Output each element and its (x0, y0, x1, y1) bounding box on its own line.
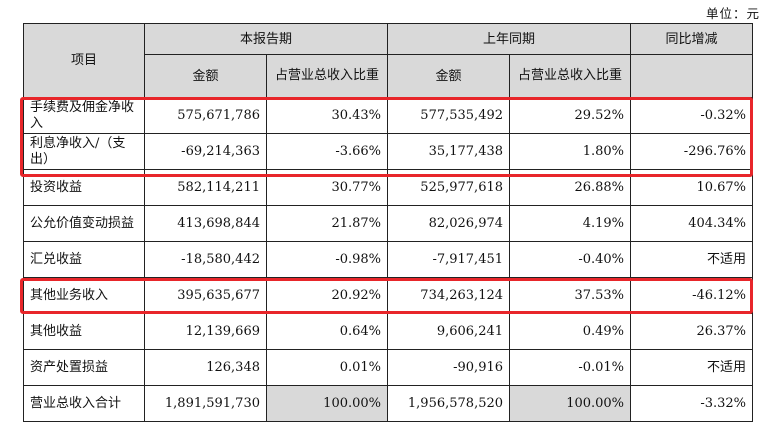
pri-amount: 35,177,438 (387, 133, 511, 170)
table-row: 利息净收入/（支出） -69,214,363 -3.66% 35,177,438… (23, 133, 754, 170)
row-name: 利息净收入/（支出） (23, 133, 145, 170)
pri-amount: -7,917,451 (387, 241, 511, 278)
cur-ratio: 100.00% (265, 385, 389, 422)
cur-amount: 582,114,211 (144, 169, 267, 206)
row-name: 营业总收入合计 (23, 385, 145, 422)
table-row: 投资收益 582,114,211 30.77% 525,977,618 26.8… (23, 169, 754, 206)
row-name: 公允价值变动损益 (23, 205, 145, 242)
yoy-change: 不适用 (630, 349, 754, 386)
pri-ratio: 26.88% (509, 169, 632, 206)
cur-ratio: 20.92% (265, 277, 389, 314)
pri-ratio: 1.80% (509, 133, 632, 170)
cur-ratio: -3.66% (265, 133, 389, 170)
row-name: 资产处置损益 (23, 349, 145, 386)
unit-label: 单位：元 (705, 6, 760, 21)
cur-ratio: 0.01% (265, 349, 389, 386)
header-current: 本报告期 (143, 23, 389, 55)
pri-amount: 1,956,578,520 (387, 385, 511, 422)
cur-ratio: 21.87% (265, 205, 389, 242)
yoy-change: 404.34% (630, 205, 754, 242)
yoy-change: -46.12% (630, 277, 754, 314)
row-name: 其他收益 (23, 313, 145, 350)
row-name: 投资收益 (23, 169, 145, 206)
table-row: 汇兑收益 -18,580,442 -0.98% -7,917,451 -0.40… (23, 241, 754, 278)
pri-ratio: -0.40% (509, 241, 632, 278)
pri-amount: 82,026,974 (387, 205, 511, 242)
cur-ratio: 30.43% (265, 97, 389, 134)
cur-amount: 1,891,591,730 (144, 385, 267, 422)
table-row: 资产处置损益 126,348 0.01% -90,916 -0.01% 不适用 (23, 349, 754, 386)
income-table: 项目 本报告期 上年同期 同比增减 金额 占营业总收入比重 金额 占营业总收入比… (23, 23, 754, 422)
table-row: 其他业务收入 395,635,677 20.92% 734,263,124 37… (23, 277, 754, 314)
header-pri-amount: 金额 (387, 54, 511, 98)
header-pri-ratio: 占营业总收入比重 (509, 54, 632, 98)
yoy-change: 10.67% (630, 169, 754, 206)
pri-ratio: 37.53% (509, 277, 632, 314)
header-row-2: 金额 占营业总收入比重 金额 占营业总收入比重 (24, 54, 754, 98)
header-cur-amount: 金额 (144, 54, 267, 98)
yoy-change: 不适用 (630, 241, 754, 278)
cur-ratio: 0.64% (265, 313, 389, 350)
cur-amount: -18,580,442 (144, 241, 267, 278)
row-name: 汇兑收益 (23, 241, 145, 278)
yoy-change: 26.37% (630, 313, 754, 350)
header-row-1: 项目 本报告期 上年同期 同比增减 (23, 23, 754, 98)
pri-ratio: 4.19% (509, 205, 632, 242)
cur-amount: -69,214,363 (144, 133, 267, 170)
pri-ratio: -0.01% (509, 349, 632, 386)
header-prior: 上年同期 (387, 23, 632, 55)
cur-amount: 126,348 (144, 349, 267, 386)
pri-amount: 9,606,241 (387, 313, 511, 350)
cur-amount: 395,635,677 (144, 277, 267, 314)
row-name: 手续费及佣金净收入 (23, 97, 145, 134)
header-item: 项目 (23, 23, 145, 98)
header-yoy-blank (630, 54, 754, 98)
header-cur-ratio: 占营业总收入比重 (265, 54, 389, 98)
total-row: 营业总收入合计 1,891,591,730 100.00% 1,956,578,… (23, 385, 754, 422)
cur-amount: 575,671,786 (144, 97, 267, 134)
pri-amount: -90,916 (387, 349, 511, 386)
pri-amount: 525,977,618 (387, 169, 511, 206)
pri-ratio: 100.00% (509, 385, 632, 422)
cur-ratio: 30.77% (265, 169, 389, 206)
cur-amount: 413,698,844 (144, 205, 267, 242)
table-row: 公允价值变动损益 413,698,844 21.87% 82,026,974 4… (23, 205, 754, 242)
cur-amount: 12,139,669 (144, 313, 267, 350)
pri-ratio: 0.49% (509, 313, 632, 350)
yoy-change: -3.32% (630, 385, 754, 422)
yoy-change: -296.76% (630, 133, 754, 170)
cur-ratio: -0.98% (265, 241, 389, 278)
pri-amount: 577,535,492 (387, 97, 511, 134)
header-yoy: 同比增减 (630, 23, 754, 55)
table-row: 手续费及佣金净收入 575,671,786 30.43% 577,535,492… (23, 97, 754, 134)
row-name: 其他业务收入 (23, 277, 145, 314)
table-row: 其他收益 12,139,669 0.64% 9,606,241 0.49% 26… (23, 313, 754, 350)
pri-ratio: 29.52% (509, 97, 632, 134)
pri-amount: 734,263,124 (387, 277, 511, 314)
yoy-change: -0.32% (630, 97, 754, 134)
